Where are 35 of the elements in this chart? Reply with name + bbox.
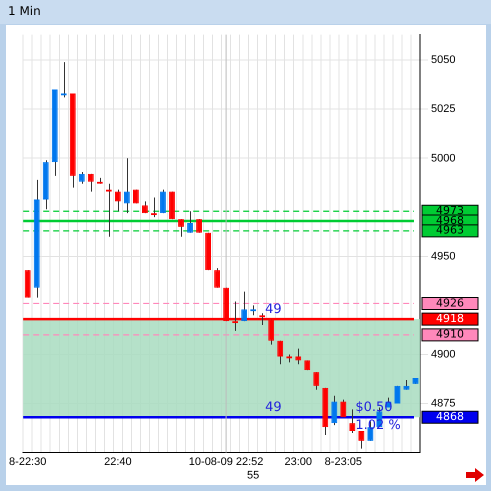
- candlestick: [187, 210, 193, 234]
- ref-line-label: 4926: [436, 296, 464, 310]
- y-tick-label: 5000: [431, 152, 456, 164]
- x-tick-label: 55: [247, 469, 260, 482]
- x-tick-label: 8-22:30: [9, 456, 46, 468]
- y-tick-label: 5050: [431, 54, 456, 66]
- ref-line-label: 4918: [436, 312, 464, 326]
- candlestick: [160, 189, 166, 214]
- candlestick: [114, 189, 121, 212]
- y-tick-label: 5025: [431, 103, 456, 116]
- candlestick: [358, 430, 364, 450]
- ref-line-label: 4910: [436, 328, 464, 341]
- candlestick: [277, 340, 284, 365]
- annotation: 49: [265, 400, 282, 416]
- ref-line-label: 4868: [436, 410, 464, 424]
- candlestick: [241, 291, 248, 322]
- annotation: 49: [265, 302, 282, 318]
- candlestick: [313, 372, 320, 390]
- candlestick: [78, 171, 85, 184]
- chart-title: 1 Min: [8, 4, 41, 18]
- candlestick: [124, 158, 130, 214]
- x-tick-label: 8-23:05: [324, 456, 362, 468]
- candlestick: [178, 218, 184, 238]
- candlestick: [349, 408, 356, 434]
- y-tick-label: 4875: [431, 398, 456, 410]
- candlestick: [295, 348, 302, 365]
- y-tick-label: 4900: [431, 348, 456, 361]
- candlestick: [88, 173, 94, 192]
- x-tick-label: 10-08-09 22:52: [188, 456, 264, 468]
- y-tick-label: 4950: [431, 250, 456, 262]
- x-tick-label: 22:40: [104, 456, 132, 468]
- candlestick: [331, 395, 338, 426]
- candlestick: [340, 399, 346, 418]
- x-tick-label: 23:00: [284, 456, 312, 468]
- candlestick: [214, 268, 220, 288]
